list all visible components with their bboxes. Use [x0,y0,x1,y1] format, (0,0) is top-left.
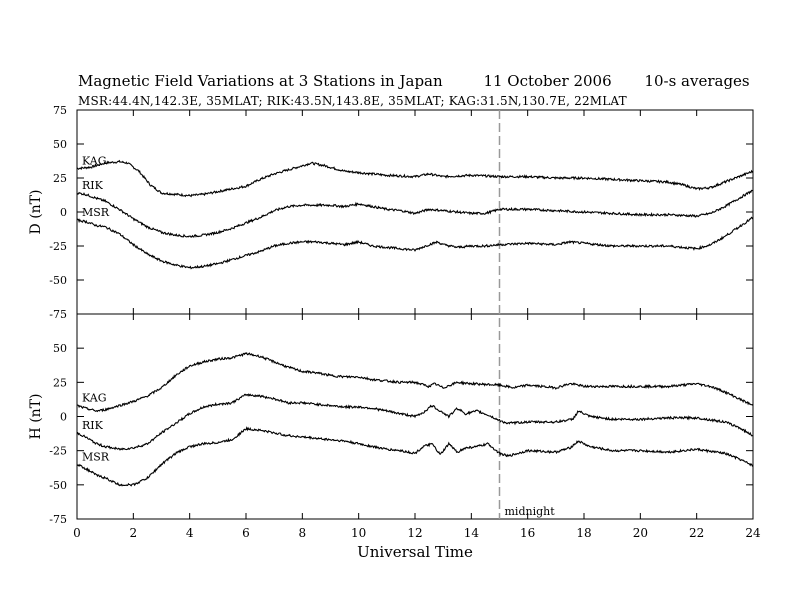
axes: 75 50 25 0 -25 -50 -75 D (nT) 50 25 0 -25 -50 -75 H (n… [28,104,761,561]
series-line-kag [76,352,754,413]
x-tick-label: 18 [576,526,591,540]
x-tick-label: 16 [520,526,535,540]
y-tick-label: 25 [53,376,67,389]
x-tick-label: 2 [130,526,138,540]
series-label-msr: MSR [82,450,110,463]
y-tick-label: -50 [49,274,67,287]
x-tick-label: 14 [464,526,480,540]
series-label-kag: KAG [82,154,107,167]
series-line-msr [76,426,754,487]
y-axis-label: D (nT) [28,190,44,235]
y-tick-label: 25 [53,172,67,185]
y-tick-label: -75 [49,308,67,321]
x-tick-label: 24 [745,526,761,540]
y-tick-label: -25 [49,240,67,253]
series-label-msr: MSR [82,206,110,219]
chart-date: 11 October 2006 [483,72,612,90]
x-axis-label: Universal Time [357,543,473,561]
chart-title-row: Magnetic Field Variations at 3 Stations … [78,72,750,90]
y-tick-label: 0 [60,411,67,424]
x-tick-label: 6 [242,526,250,540]
y-tick-label: 50 [53,138,67,151]
series-line-rik [76,189,754,239]
panel-frame [76,109,754,315]
x-tick-label: 22 [689,526,704,540]
series-labels: KAG RIK MSR KAG RIK MSR [82,154,110,463]
series-label-rik: RIK [82,419,104,432]
x-tick-label: 12 [407,526,422,540]
y-tick-label: -75 [49,513,67,526]
y-tick-label: -25 [49,445,67,458]
x-tick-label: 4 [186,526,194,540]
y-tick-label: -50 [49,479,67,492]
chart-title: Magnetic Field Variations at 3 Stations … [78,72,443,90]
series-lines [76,159,754,487]
y-tick-label: 0 [60,206,67,219]
x-tick-label: 8 [299,526,307,540]
midnight-annotation: midnight [498,110,556,519]
y-tick-label: 50 [53,342,67,355]
midnight-label: midnight [505,505,556,518]
chart-averaging: 10-s averages [644,72,750,90]
series-line-rik [76,393,754,451]
series-line-kag [76,159,754,198]
y-axis-label: H (nT) [28,394,44,440]
x-tick-label: 10 [351,526,366,540]
series-line-msr [76,216,754,270]
y-tick-label: 75 [53,104,67,117]
x-tick-label: 0 [73,526,81,540]
series-label-rik: RIK [82,179,104,192]
chart-subtitle: MSR:44.4N,142.3E, 35MLAT; RIK:43.5N,143.… [78,94,627,108]
x-tick-label: 20 [633,526,648,540]
series-label-kag: KAG [82,392,107,405]
